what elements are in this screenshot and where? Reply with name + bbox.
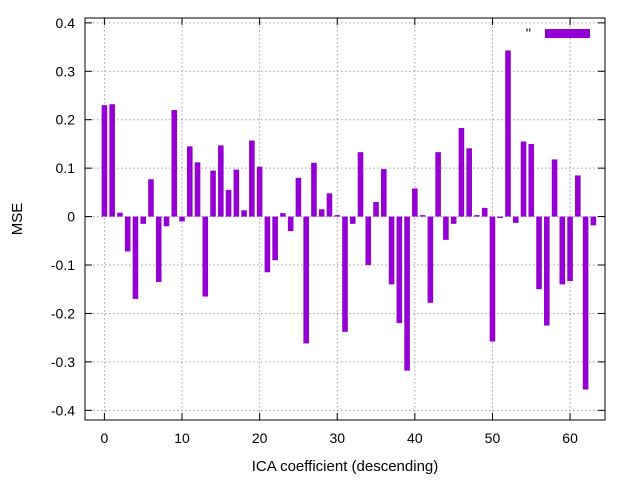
bar [443,217,449,240]
bar [257,167,263,217]
x-tick-label: 20 [252,430,268,446]
x-tick-label: 50 [485,430,501,446]
legend-label: '' [526,25,531,41]
bar [428,217,434,303]
bar [536,217,542,290]
bar [133,217,139,299]
bar [327,193,333,216]
bar [272,217,278,261]
x-tick-label: 60 [562,430,578,446]
bar [241,210,247,216]
bar [560,217,566,285]
bar [117,213,123,217]
y-tick-label: -0.1 [51,257,75,273]
bar [319,209,325,216]
y-tick-label: 0 [67,209,75,225]
bar [342,217,348,332]
bar [125,217,131,252]
bar [311,163,317,217]
y-tick-label: 0.2 [56,112,76,128]
bar [389,217,395,285]
x-tick-label: 0 [101,430,109,446]
bar [451,217,457,224]
y-tick-label: 0.4 [56,15,76,31]
bar [148,179,154,216]
bar [381,169,387,216]
bar [288,217,294,232]
bar [552,159,558,216]
y-tick-label: -0.2 [51,305,75,321]
bar [474,215,480,216]
legend-swatch [545,29,590,38]
x-tick-label: 10 [174,430,190,446]
bar [528,144,534,217]
bar [303,217,309,344]
bar [404,217,410,371]
y-axis-label: MSE [9,203,26,236]
bar [497,217,503,218]
bar [505,50,511,216]
y-tick-label: -0.4 [51,402,75,418]
y-tick-label: -0.3 [51,354,75,370]
bar [140,217,146,224]
bar [203,217,209,297]
bar [280,213,286,216]
bar [373,202,379,217]
x-tick-label: 30 [329,430,345,446]
bar [296,178,302,217]
bar [420,215,426,216]
bar [435,152,441,216]
bar [513,217,519,223]
bar [187,146,193,216]
bar [591,217,597,226]
bar [358,152,364,216]
x-axis-label: ICA coefficient (descending) [252,458,439,475]
bar [544,217,550,326]
bar [179,217,185,222]
bar [164,217,170,227]
bars [102,50,597,389]
bar [466,148,472,216]
bar [490,217,496,342]
bar [459,128,465,217]
bar [334,215,340,216]
bar [156,217,162,282]
bar [397,217,403,324]
bar [109,104,115,216]
y-tick-label: 0.1 [56,160,76,176]
bar [210,171,216,217]
bar [365,217,371,265]
bar [265,217,271,273]
bar [567,217,573,281]
bar [226,190,232,217]
bar [575,175,581,216]
bar [234,170,240,217]
bar [412,188,418,216]
bar [350,217,356,224]
bar [218,145,224,216]
bar [171,110,177,217]
x-tick-label: 40 [407,430,423,446]
y-tick-label: 0.3 [56,63,76,79]
bar [482,208,488,217]
bar [195,162,201,216]
bar [521,142,527,217]
legend: '' [526,25,590,41]
bar [102,105,108,216]
bar [249,141,255,217]
bar [583,217,589,390]
